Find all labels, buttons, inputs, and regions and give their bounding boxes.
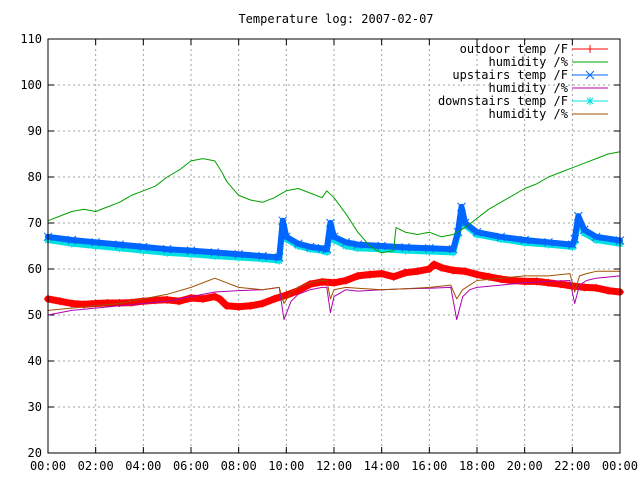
x-tick-label: 06:00 [173,459,209,473]
series-line [45,203,623,261]
y-tick-label: 30 [28,400,42,414]
data-point [234,249,244,259]
legend-label: humidity /% [489,81,569,95]
data-point [424,243,434,253]
legend-label: outdoor temp /F [460,42,568,56]
data-point [573,211,583,221]
y-tick-label: 70 [28,216,42,230]
y-tick-label: 100 [20,78,42,92]
series-line [47,151,621,254]
series-2 [43,202,625,262]
data-point [258,251,267,261]
data-point [448,244,458,254]
data-point [305,242,315,252]
data-point [567,240,577,249]
x-tick-label: 08:00 [221,459,257,473]
y-tick-label: 40 [28,354,42,368]
data-point [186,246,196,255]
y-tick-label: 60 [28,262,42,276]
data-point [293,239,303,249]
data-point [544,237,553,247]
legend-marker [586,97,594,105]
data-point [67,235,77,245]
data-point [460,218,470,228]
y-tick-label: 50 [28,308,42,322]
plot-frame [47,38,621,454]
data-point [353,240,363,249]
data-point [317,243,327,253]
data-point [591,232,601,242]
data-point [401,243,410,252]
data-point [322,244,332,254]
series-line [47,270,621,311]
y-tick-label: 90 [28,124,42,138]
data-point [91,237,101,247]
x-tick-label: 00:00 [30,459,66,473]
data-point [570,234,580,244]
data-point [281,232,291,242]
axis-ticks: 20 30 40 50 60 70 80 90 100 110 00:00 02:00 04:00 06:… [20,32,638,473]
data-point [326,218,335,228]
x-tick-label: 16:00 [411,459,447,473]
legend-label: upstairs temp /F [452,68,568,82]
x-tick-label: 02:00 [78,459,114,473]
x-tick-label: 22:00 [554,459,590,473]
x-tick-label: 20:00 [507,459,543,473]
x-tick-label: 10:00 [268,459,304,473]
data-point [472,227,482,237]
series-3 [47,275,621,321]
data-point [520,235,530,245]
data-point [138,242,148,252]
plot-area [43,151,625,321]
series-0 [44,260,624,311]
x-tick-label: 18:00 [459,459,495,473]
data-point [115,240,124,249]
data-point [274,253,284,262]
data-point [210,248,220,257]
data-point [579,225,589,235]
legend-marker [585,70,595,80]
x-tick-label: 12:00 [316,459,352,473]
data-point [496,232,506,242]
data-point [457,202,466,212]
data-point [377,241,387,251]
legend-label: humidity /% [489,107,569,121]
chart-title: Temperature log: 2007-02-07 [238,12,433,26]
series-1 [47,151,621,254]
series-5 [47,270,621,311]
series-line [47,275,621,321]
x-tick-label: 00:00 [602,459,638,473]
data-point [341,237,351,247]
data-point [162,244,172,254]
y-tick-label: 110 [20,32,42,46]
legend-label: downstairs temp /F [438,94,568,108]
legend-label: humidity /% [489,55,569,69]
x-tick-label: 04:00 [125,459,161,473]
data-point [329,232,339,242]
x-tick-label: 14:00 [364,459,400,473]
y-tick-label: 20 [28,446,42,460]
y-tick-label: 80 [28,170,42,184]
data-point [278,216,288,226]
